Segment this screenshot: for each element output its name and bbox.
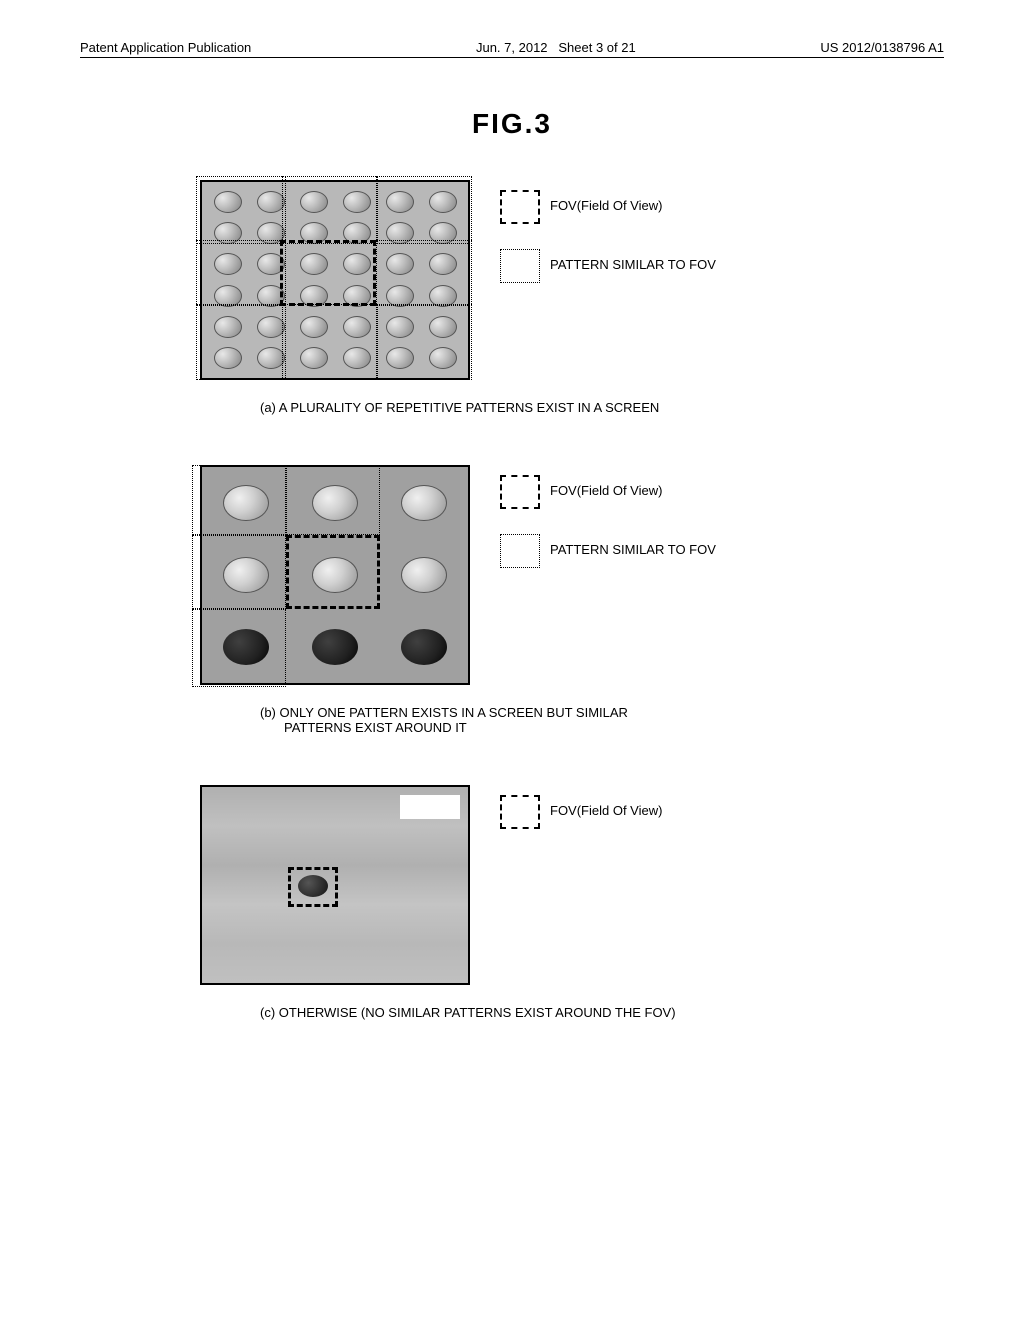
similar-box-a [376,176,472,244]
legend-similar-icon-b [500,534,540,568]
grid-c [200,785,470,985]
section-c: FOV(Field Of View) (c) OTHERWISE (NO SIM… [80,785,944,1020]
diagram-c [200,785,470,985]
similar-box-a [376,240,472,306]
legend-similar-icon [500,249,540,283]
similar-box-b2 [192,465,286,535]
legend-fov-icon [500,190,540,224]
grid-b-cell [379,611,468,683]
legend-fov-text-b: FOV(Field Of View) [550,483,662,498]
legend-fov-item-c: FOV(Field Of View) [500,795,662,829]
diagram-b [200,465,470,685]
legend-fov-text-c: FOV(Field Of View) [550,803,662,818]
grid-b-cell [379,539,468,611]
section-a: FOV(Field Of View) PATTERN SIMILAR TO FO… [80,180,944,415]
section-b-content: FOV(Field Of View) PATTERN SIMILAR TO FO… [80,465,944,685]
similar-box-a [282,304,378,380]
diagram-a [200,180,470,380]
section-c-content: FOV(Field Of View) [80,785,944,985]
header-pubnum: US 2012/0138796 A1 [820,40,944,55]
circle-b-light [401,557,447,593]
header-date: Jun. 7, 2012 Sheet 3 of 21 [476,40,636,55]
circle-b-light [401,485,447,521]
legend-fov-item-b: FOV(Field Of View) [500,475,716,509]
legend-c: FOV(Field Of View) [500,795,662,829]
fov-box-c [288,867,338,907]
legend-similar-text: PATTERN SIMILAR TO FOV [550,257,716,272]
similar-box-a [282,176,378,244]
legend-a: FOV(Field Of View) PATTERN SIMILAR TO FO… [500,190,716,283]
fov-box-b [286,535,380,609]
section-a-content: FOV(Field Of View) PATTERN SIMILAR TO FO… [80,180,944,380]
page-container: Patent Application Publication Jun. 7, 2… [0,0,1024,1110]
similar-box-a [196,240,286,306]
similar-box-a [196,304,286,380]
similar-box-a [196,176,286,244]
grid-b-cell [379,467,468,539]
figure-title: FIG.3 [80,108,944,140]
legend-similar-item-b: PATTERN SIMILAR TO FOV [500,534,716,568]
similar-box-b4 [192,609,286,687]
caption-a: (a) A PLURALITY OF REPETITIVE PATTERNS E… [80,400,944,415]
header-left: Patent Application Publication [80,40,251,55]
legend-fov-text: FOV(Field Of View) [550,198,662,213]
fov-box-a [280,240,376,306]
circle-b-dark [312,629,358,665]
header: Patent Application Publication Jun. 7, 2… [80,40,944,58]
similar-box-b3 [192,535,286,609]
circle-b-dark [401,629,447,665]
legend-b: FOV(Field Of View) PATTERN SIMILAR TO FO… [500,475,716,568]
section-b: FOV(Field Of View) PATTERN SIMILAR TO FO… [80,465,944,735]
legend-fov-item: FOV(Field Of View) [500,190,716,224]
legend-similar-item: PATTERN SIMILAR TO FOV [500,249,716,283]
legend-similar-text-b: PATTERN SIMILAR TO FOV [550,542,716,557]
legend-fov-icon-c [500,795,540,829]
caption-b: (b) ONLY ONE PATTERN EXISTS IN A SCREEN … [80,705,944,735]
similar-box-a [376,304,472,380]
similar-box-b1 [286,465,380,535]
legend-fov-icon-b [500,475,540,509]
grid-b-cell [291,611,380,683]
caption-c: (c) OTHERWISE (NO SIMILAR PATTERNS EXIST… [80,1005,944,1020]
